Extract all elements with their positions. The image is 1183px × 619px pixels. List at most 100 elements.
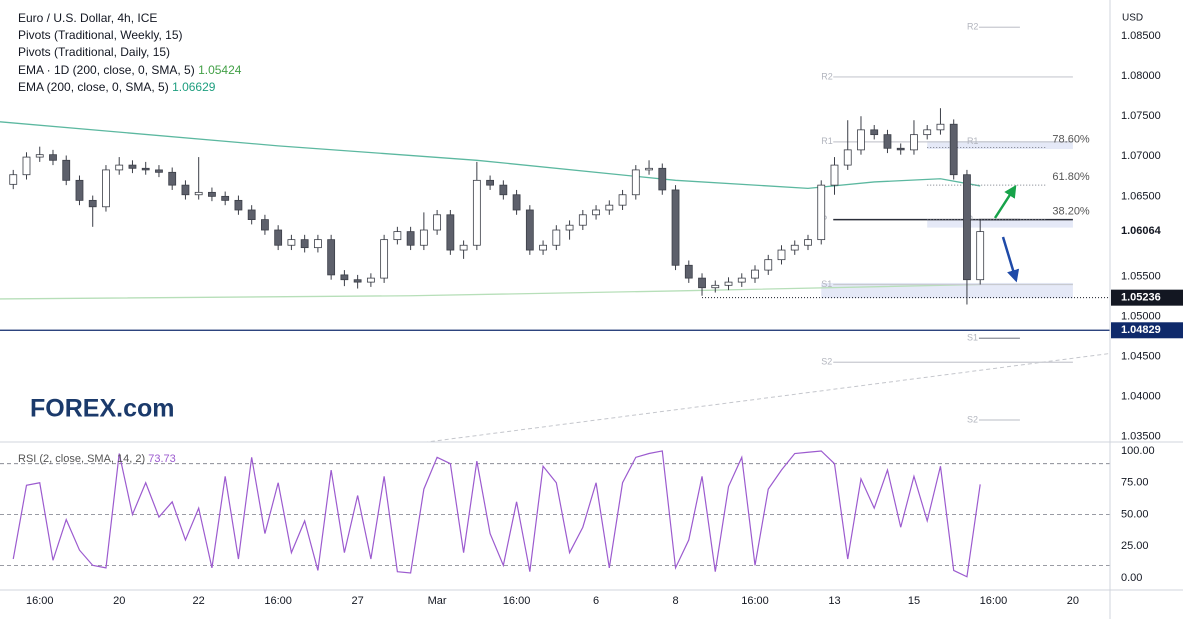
candle-body: [446, 214, 455, 251]
price-marker-label: 1.06064: [1121, 225, 1162, 237]
candle-body: [764, 259, 773, 271]
ema-line: [0, 121, 981, 189]
candle-body: [234, 199, 243, 211]
candle-body: [605, 204, 614, 211]
pivot-label: S2: [821, 357, 832, 367]
legend-entry: Pivots (Traditional, Weekly, 15): [18, 28, 183, 42]
candle-body: [181, 184, 190, 196]
x-tick-label: 13: [828, 595, 840, 607]
watermark: FOREX.com: [30, 395, 174, 423]
legend-entry: Pivots (Traditional, Daily, 15): [18, 45, 170, 59]
pivot-label: S2: [967, 414, 978, 424]
x-tick-label: 16:00: [741, 595, 769, 607]
candle-body: [75, 179, 84, 201]
candle-body: [115, 164, 124, 171]
down-arrow: [1001, 236, 1020, 283]
x-tick-label: 16:00: [264, 595, 292, 607]
candle-body: [486, 179, 494, 186]
candle-body: [274, 229, 283, 246]
legend-name: EMA (200, close, 0, SMA, 5): [18, 80, 169, 94]
pivot-label: S1: [821, 279, 832, 289]
axes: 1.08500 1.08000 1.07500 1.07000 1.06500 1.055…: [26, 30, 1183, 607]
candle-body: [777, 249, 786, 261]
candle-body: [857, 129, 865, 151]
y-tick-label: 100.00: [1121, 445, 1155, 457]
rsi-name: RSI (2, close, SMA, 14, 2): [18, 453, 145, 465]
candle-body: [459, 244, 468, 251]
fib-label: 38.20%: [1052, 206, 1090, 218]
candle-body: [578, 214, 587, 226]
y-tick-label: 1.07000: [1121, 150, 1161, 162]
legend-value: 1.06629: [172, 80, 216, 94]
candle-body: [684, 264, 693, 279]
y-tick-label: 1.07500: [1121, 110, 1161, 122]
y-tick-label: 1.05500: [1121, 270, 1161, 282]
candle-body: [711, 284, 720, 289]
candle-body: [221, 195, 230, 201]
x-tick-label: 8: [672, 595, 678, 607]
y-tick-label: 1.04500: [1121, 351, 1161, 363]
trend-line: [423, 352, 1110, 442]
candle-body: [645, 167, 653, 171]
candle-body: [353, 279, 362, 283]
candle-body: [327, 239, 336, 276]
candle-body: [472, 179, 481, 246]
price-marker: [1111, 289, 1183, 306]
chart-title: Euro / U.S. Dollar, 4h, ICE: [18, 11, 157, 25]
x-tick-label: 20: [113, 595, 125, 607]
pivot-label: R1: [821, 136, 833, 146]
legend-entry: EMA (200, close, 0, SMA, 5) 1.06629: [18, 80, 216, 94]
x-tick-label: 22: [193, 595, 205, 607]
candle-body: [631, 169, 640, 196]
rsi-title: RSI (2, close, SMA, 14, 2) 73.73: [18, 453, 176, 465]
candle-body: [366, 277, 375, 283]
y-tick-label: 1.04000: [1121, 391, 1161, 403]
candle-body: [141, 167, 150, 171]
pivot-label: R2: [821, 71, 833, 81]
rsi-line: [12, 450, 981, 578]
candle-body: [724, 281, 733, 286]
candle-body: [247, 209, 256, 220]
candle-body: [830, 164, 839, 186]
candle-body: [88, 199, 97, 208]
candle-body: [949, 123, 958, 176]
price-marker: [1111, 223, 1183, 240]
candle-body: [751, 269, 759, 279]
candle-body: [552, 229, 561, 246]
x-tick-label: 15: [908, 595, 920, 607]
x-tick-label: 16:00: [26, 595, 54, 607]
candle-body: [102, 169, 110, 208]
pivot-label: R2: [967, 22, 979, 32]
candle-body: [155, 169, 163, 173]
candle-body: [539, 244, 547, 251]
rsi-pane: [0, 450, 1110, 578]
candle-body: [658, 167, 667, 191]
y-tick-label: 1.05000: [1121, 310, 1161, 322]
zone: [927, 220, 1073, 228]
candle-body: [976, 231, 985, 281]
pivot-label: S1: [967, 333, 978, 343]
candle-body: [313, 239, 322, 249]
candle-body: [406, 231, 415, 246]
up-arrow: [993, 184, 1017, 219]
candle-body: [618, 194, 627, 206]
candle-body: [300, 239, 309, 249]
y-tick-label: 75.00: [1121, 477, 1149, 489]
candle-body: [194, 191, 203, 196]
candle-body: [896, 147, 905, 151]
y-tick-label: 0.00: [1121, 572, 1142, 584]
x-tick-label: 16:00: [503, 595, 531, 607]
y-tick-label: 50.00: [1121, 508, 1149, 520]
candle-body: [287, 239, 296, 246]
candle-body: [963, 174, 971, 281]
candle-body: [512, 194, 521, 211]
candle-body: [340, 274, 349, 281]
candle-body: [565, 224, 574, 231]
legend-name: EMA · 1D (200, close, 0, SMA, 5): [18, 63, 195, 77]
y-tick-label: 25.00: [1121, 540, 1149, 552]
legend-value: 1.05424: [198, 63, 242, 77]
candle-body: [261, 219, 269, 231]
legend-entry: EMA · 1D (200, close, 0, SMA, 5) 1.05424: [18, 63, 242, 77]
